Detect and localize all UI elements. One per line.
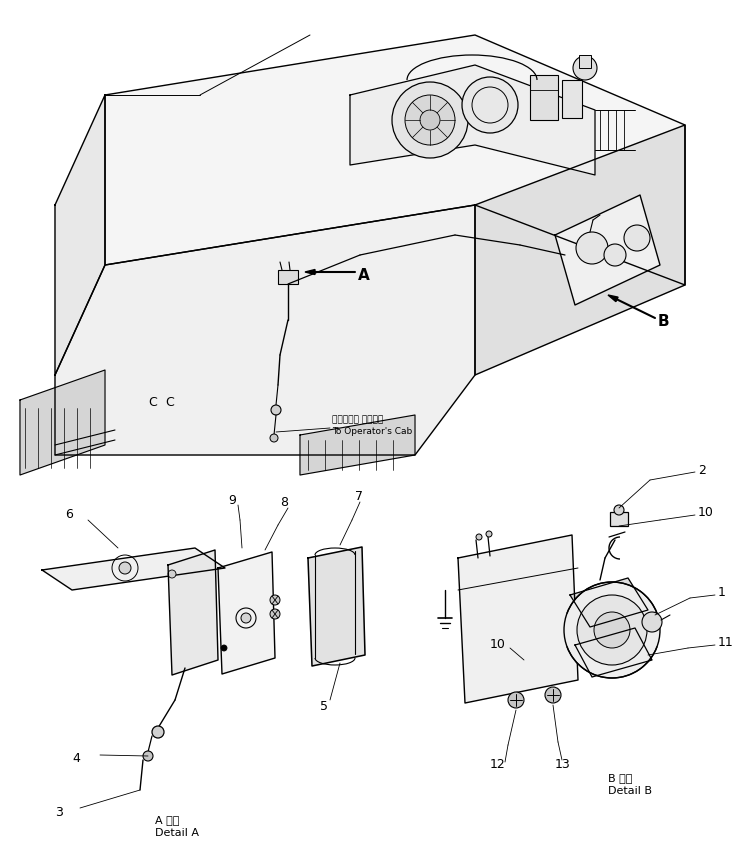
- Circle shape: [604, 244, 626, 266]
- Circle shape: [221, 645, 227, 651]
- Text: 10: 10: [698, 507, 714, 519]
- Circle shape: [614, 505, 624, 515]
- Text: 13: 13: [555, 759, 571, 771]
- Circle shape: [143, 751, 153, 761]
- Circle shape: [420, 110, 440, 130]
- Polygon shape: [20, 370, 105, 475]
- Text: 12: 12: [490, 759, 506, 771]
- Polygon shape: [168, 550, 218, 675]
- Text: 2: 2: [698, 464, 706, 476]
- Bar: [562, 80, 582, 118]
- Polygon shape: [55, 205, 475, 455]
- Text: A 詳細: A 詳細: [155, 815, 180, 825]
- Text: Detail B: Detail B: [608, 786, 652, 796]
- Bar: [610, 512, 628, 526]
- Circle shape: [594, 612, 630, 648]
- Circle shape: [271, 405, 281, 415]
- Text: 11: 11: [718, 636, 734, 649]
- Circle shape: [577, 595, 647, 665]
- Polygon shape: [475, 125, 685, 375]
- Text: B: B: [658, 315, 669, 329]
- Circle shape: [270, 434, 278, 442]
- Circle shape: [241, 613, 251, 623]
- Circle shape: [476, 534, 482, 540]
- Polygon shape: [308, 547, 365, 666]
- Circle shape: [573, 56, 597, 80]
- Circle shape: [168, 570, 176, 578]
- Circle shape: [624, 225, 650, 251]
- Text: 6: 6: [65, 508, 73, 521]
- Circle shape: [270, 595, 280, 605]
- Text: 1: 1: [718, 587, 726, 599]
- Circle shape: [486, 531, 492, 537]
- Circle shape: [405, 95, 455, 145]
- Polygon shape: [575, 628, 652, 677]
- Polygon shape: [305, 269, 315, 274]
- Circle shape: [119, 562, 131, 574]
- Circle shape: [508, 692, 524, 708]
- Text: オペレータ キャブへ: オペレータ キャブへ: [332, 415, 383, 425]
- Text: 5: 5: [320, 699, 328, 712]
- Text: B 詳細: B 詳細: [608, 773, 632, 783]
- Circle shape: [564, 582, 660, 678]
- Text: 8: 8: [280, 495, 288, 508]
- Polygon shape: [555, 195, 660, 305]
- Text: 7: 7: [355, 489, 363, 502]
- Text: 4: 4: [72, 752, 80, 765]
- Circle shape: [152, 726, 164, 738]
- Text: C: C: [148, 396, 157, 408]
- Polygon shape: [42, 548, 225, 590]
- Text: C: C: [165, 396, 174, 408]
- Circle shape: [392, 82, 468, 158]
- Circle shape: [545, 687, 561, 703]
- Circle shape: [462, 77, 518, 133]
- Circle shape: [270, 609, 280, 619]
- Polygon shape: [300, 415, 415, 475]
- Polygon shape: [608, 295, 618, 302]
- Text: Detail A: Detail A: [155, 828, 199, 838]
- Polygon shape: [218, 552, 275, 674]
- Text: 10: 10: [490, 637, 506, 650]
- Bar: [278, 270, 298, 284]
- Bar: [530, 75, 558, 120]
- Text: 3: 3: [55, 806, 63, 819]
- Circle shape: [642, 612, 662, 632]
- Polygon shape: [458, 535, 578, 703]
- Text: 9: 9: [228, 494, 236, 507]
- Text: To Operator's Cab: To Operator's Cab: [332, 427, 412, 437]
- Circle shape: [576, 232, 608, 264]
- Polygon shape: [55, 95, 105, 375]
- Polygon shape: [105, 35, 685, 285]
- Polygon shape: [350, 65, 595, 175]
- Bar: [579, 55, 591, 68]
- Polygon shape: [570, 578, 648, 627]
- Text: A: A: [358, 268, 370, 284]
